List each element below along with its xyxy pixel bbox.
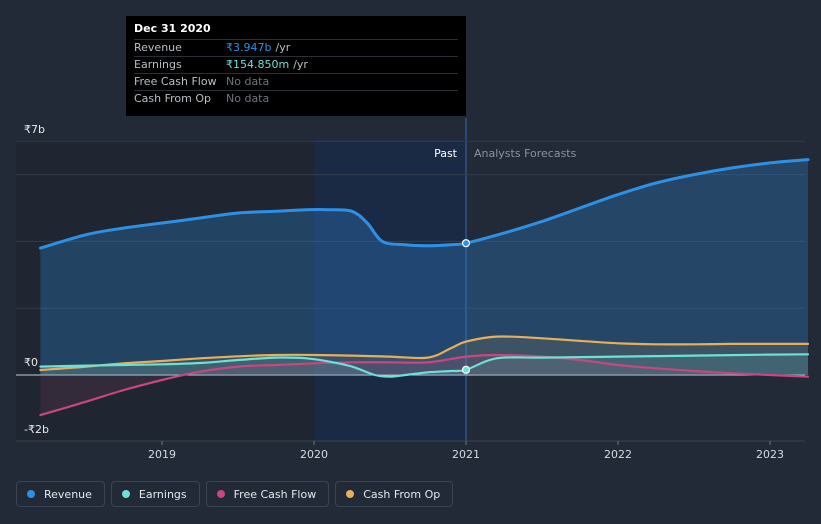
area-revenue xyxy=(40,159,808,375)
forecast-label: Analysts Forecasts xyxy=(474,147,577,160)
legend-label: Cash From Op xyxy=(363,487,441,501)
line-revenue xyxy=(38,158,810,250)
tooltip-row-cash-from-op: Cash From Op No data xyxy=(134,90,458,107)
x-tick-label: 2023 xyxy=(756,448,784,461)
tooltip-value: No data xyxy=(226,75,270,88)
x-tick-label: 2021 xyxy=(452,448,480,461)
legend-label: Earnings xyxy=(138,487,187,501)
marker-revenue xyxy=(461,239,471,248)
tooltip-unit: /yr xyxy=(275,41,291,54)
tooltip-row-revenue: Revenue ₹3.947b /yr xyxy=(134,39,458,56)
area-earnings xyxy=(40,354,808,377)
tooltip-value: ₹154.850m xyxy=(226,58,290,71)
tooltip-markers xyxy=(461,239,471,374)
x-tick-label: 2020 xyxy=(300,448,328,461)
tooltip-label: Earnings xyxy=(134,58,182,71)
series-lines xyxy=(38,158,810,417)
legend-item-earnings[interactable]: Earnings xyxy=(110,481,200,507)
chart-background xyxy=(16,118,467,441)
tooltip-value: ₹3.947b xyxy=(226,41,272,54)
y-tick-label: ₹0 xyxy=(24,356,38,369)
y-tick-label: ₹7b xyxy=(24,123,45,136)
legend-dot-icon xyxy=(27,490,35,498)
tooltip-value: No data xyxy=(226,92,270,105)
tooltip-unit: /yr xyxy=(293,58,308,71)
area-free-cash-flow xyxy=(40,355,808,416)
highlight-region xyxy=(314,140,466,441)
legend-item-free-cash-flow[interactable]: Free Cash Flow xyxy=(205,481,330,507)
tooltip-row-earnings: Earnings ₹154.850m /yr xyxy=(134,56,458,73)
line-earnings xyxy=(39,353,810,378)
marker-earnings xyxy=(461,365,471,374)
past-label: Past xyxy=(434,147,458,160)
chart-legend: Revenue Earnings Free Cash Flow Cash Fro… xyxy=(16,481,454,507)
area-fills xyxy=(40,159,808,416)
tooltip-label: Cash From Op xyxy=(134,92,212,105)
legend-dot-icon xyxy=(216,490,225,498)
legend-item-revenue[interactable]: Revenue xyxy=(16,481,105,507)
line-cash-from-op xyxy=(39,335,810,372)
data-tooltip: Dec 31 2020 Revenue ₹3.947b /yr Earnings… xyxy=(126,16,466,116)
tooltip-label: Free Cash Flow xyxy=(134,75,217,88)
legend-dot-icon xyxy=(121,490,130,498)
legend-dot-icon xyxy=(346,490,355,498)
legend-label: Revenue xyxy=(44,487,92,501)
tooltip-label: Revenue xyxy=(134,41,182,54)
axis-ticks: ₹7b ₹0 -₹2b 2019 2020 2021 2022 2023 xyxy=(24,123,784,461)
tooltip-row-free-cash-flow: Free Cash Flow No data xyxy=(134,73,458,90)
legend-item-cash-from-op[interactable]: Cash From Op xyxy=(335,481,454,507)
x-tick-label: 2022 xyxy=(604,448,632,461)
y-tick-label: -₹2b xyxy=(24,423,49,436)
legend-label: Free Cash Flow xyxy=(233,487,317,501)
tooltip-date: Dec 31 2020 xyxy=(134,22,211,35)
line-free-cash-flow xyxy=(39,353,810,417)
x-tick-label: 2019 xyxy=(148,448,176,461)
grid-lines xyxy=(16,140,805,442)
